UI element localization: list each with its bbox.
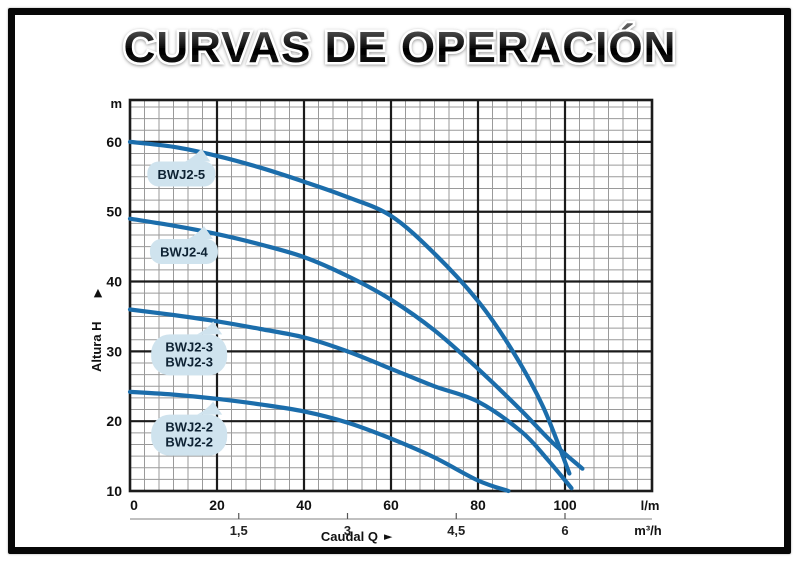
x-tick-label: 80 xyxy=(470,497,486,513)
x-tick-label: 20 xyxy=(209,497,225,513)
x-axis-unit-lm: l/m xyxy=(641,498,660,513)
x-secondary-tick-label: 4,5 xyxy=(447,523,465,538)
bubble-text: BWJ2-2 xyxy=(165,420,213,435)
x-tick-label: 100 xyxy=(553,497,577,513)
y-axis: 10 20 30 40 50 60 m ▲ Altura H xyxy=(89,96,122,499)
x-secondary-tick-label: 6 xyxy=(561,523,568,538)
curve-bwj2-2 xyxy=(127,389,511,494)
y-tick-label: 40 xyxy=(106,274,122,290)
label-bubble-bwj2-5: BWJ2-5 xyxy=(147,148,216,187)
curve-bwj2-5 xyxy=(127,139,572,476)
x-secondary-tick-label: 1,5 xyxy=(230,523,248,538)
x-axis-secondary: 1,5 3 4,5 6 m³/h xyxy=(130,513,662,538)
x-axis-unit-m3h: m³/h xyxy=(634,523,662,538)
x-axis-primary: 0 20 40 60 80 100 l/m xyxy=(130,497,659,513)
curve-bwj2-4 xyxy=(127,216,585,471)
x-axis-title-text: Caudal Q xyxy=(321,529,378,544)
y-tick-label: 60 xyxy=(106,134,122,150)
label-bubble-bwj2-4: BWJ2-4 xyxy=(149,226,218,265)
y-axis-unit: m xyxy=(110,96,122,111)
bubble-text: BWJ2-2 xyxy=(165,435,213,450)
page-title-svg: CURVAS DE OPERACIÓN xyxy=(121,20,678,75)
x-secondary-tick-label: 3 xyxy=(344,523,351,538)
bubble-text: BWJ2-5 xyxy=(157,167,205,182)
curve-bwj2-3 xyxy=(127,307,574,491)
x-tick-label: 40 xyxy=(296,497,312,513)
x-axis-title: Caudal Q ► xyxy=(321,529,393,544)
outer-frame xyxy=(8,8,791,554)
altura-up-arrow-icon: ▲ xyxy=(94,286,103,299)
bubble-text: BWJ2-3 xyxy=(165,339,213,354)
bubble-text: BWJ2-3 xyxy=(165,354,213,369)
caudal-right-arrow-icon: ► xyxy=(384,530,393,543)
y-tick-label: 20 xyxy=(106,413,122,429)
y-tick-label: 10 xyxy=(106,483,122,499)
bubble-text: BWJ2-4 xyxy=(160,245,208,260)
x-tick-label: 0 xyxy=(130,497,138,513)
y-tick-label: 50 xyxy=(106,204,122,220)
y-axis-title: Altura H xyxy=(89,321,104,372)
x-tick-label: 60 xyxy=(383,497,399,513)
y-tick-label: 30 xyxy=(106,343,122,359)
page-title: CURVAS DE OPERACIÓN xyxy=(124,22,677,72)
curves xyxy=(127,139,585,494)
